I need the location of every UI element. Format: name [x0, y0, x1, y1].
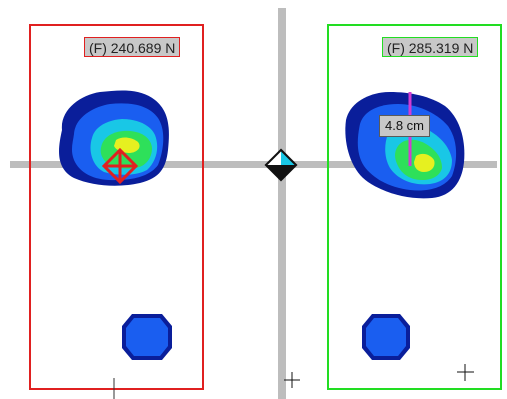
- vertical-axis: [278, 8, 286, 399]
- left-force-label: (F) 240.689 N: [84, 37, 181, 57]
- right-force-label: (F) 285.319 N: [382, 37, 479, 57]
- right-foot-panel[interactable]: [327, 24, 502, 390]
- measurement-label: 4.8 cm: [379, 115, 431, 137]
- left-foot-panel[interactable]: [29, 24, 204, 390]
- horizontal-axis: [10, 161, 497, 168]
